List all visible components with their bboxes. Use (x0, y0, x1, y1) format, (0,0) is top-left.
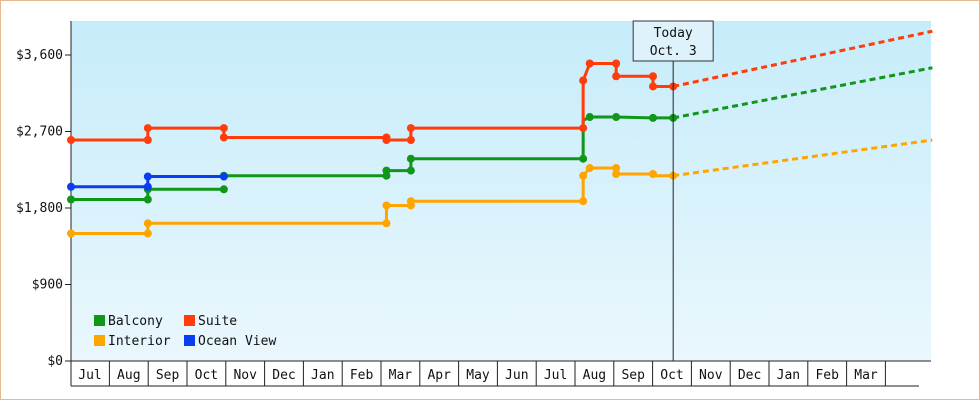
legend-swatch (184, 315, 195, 326)
projection-line (672, 66, 933, 120)
legend-swatch (94, 315, 105, 326)
data-point (143, 229, 152, 238)
series-line (71, 175, 224, 189)
data-point (143, 219, 152, 228)
x-tick-label: Oct (660, 368, 683, 383)
legend-item-suite: Suite (184, 314, 237, 329)
data-point (612, 72, 621, 81)
data-point (649, 170, 657, 178)
legend-label: Suite (198, 314, 237, 329)
data-point (585, 59, 594, 68)
data-point (382, 201, 391, 210)
data-point (579, 197, 588, 206)
data-point (406, 166, 415, 175)
legend-label: Balcony (108, 314, 163, 329)
series-layer (67, 29, 933, 238)
series-balcony (67, 66, 933, 204)
legend-item-balcony: Balcony (94, 314, 163, 329)
series-suite (67, 29, 933, 144)
data-point (649, 72, 657, 81)
y-tick-label: $1,800 (16, 201, 63, 216)
x-tick-label: Mar (389, 368, 413, 383)
data-point (579, 124, 588, 133)
x-tick-label: Nov (699, 368, 723, 383)
x-tick-label: Jul (78, 368, 101, 383)
data-point (649, 82, 657, 91)
data-point (219, 124, 228, 133)
x-tick-label: Dec (272, 368, 295, 383)
legend: Balcony Suite Interior Ocean View (94, 314, 276, 349)
data-point (67, 195, 75, 204)
data-point (612, 113, 621, 122)
data-point (612, 164, 621, 173)
x-tick-label: Jan (311, 368, 334, 383)
data-point (219, 172, 228, 181)
data-point (143, 195, 152, 204)
x-tick-label: Sep (621, 368, 645, 383)
data-point (143, 124, 152, 133)
legend-item-interior: Interior (94, 334, 171, 349)
x-tick-label: Mar (854, 368, 878, 383)
today-box (632, 20, 714, 62)
y-axis: $0 $900 $1,800 $2,700 $3,600 (16, 21, 72, 369)
data-point (579, 76, 588, 85)
y-tick-label: $2,700 (16, 125, 63, 140)
legend-label: Ocean View (198, 334, 276, 349)
data-point (406, 154, 415, 163)
data-point (585, 164, 594, 173)
legend-item-ocean-view: Ocean View (184, 334, 276, 349)
y-tick-label: $0 (47, 354, 63, 369)
projection-line (672, 29, 933, 88)
data-point (143, 172, 152, 181)
x-tick-label: May (466, 368, 490, 383)
data-point (406, 197, 415, 206)
data-point (382, 136, 391, 144)
data-point (579, 154, 588, 163)
data-point (67, 229, 75, 238)
data-point (67, 136, 75, 144)
data-point (612, 170, 621, 178)
today-date: Oct. 3 (650, 44, 697, 59)
x-tick-label: Sep (156, 368, 180, 383)
x-tick-label: Dec (738, 368, 761, 383)
data-point (382, 219, 391, 228)
data-point (143, 136, 152, 144)
legend-swatch (184, 335, 195, 346)
x-tick-label: Oct (195, 368, 218, 383)
data-point (612, 59, 621, 68)
x-axis: Jul Aug Sep Oct Nov Dec Jan Feb Mar Apr May Jun Jul A… (70, 360, 931, 387)
data-point (406, 124, 415, 133)
x-tick-label: Feb (815, 368, 839, 383)
y-tick-label: $3,600 (16, 48, 63, 63)
y-tick-label: $900 (32, 278, 63, 293)
x-tick-label: Nov (233, 368, 257, 383)
projection-line (672, 138, 933, 178)
data-point (67, 182, 75, 191)
x-tick-label: Jan (777, 368, 800, 383)
data-point (585, 113, 594, 122)
legend-swatch (94, 335, 105, 346)
x-tick-label: Apr (427, 368, 451, 383)
x-tick-label: Jun (505, 368, 528, 383)
series-interior (67, 138, 933, 238)
data-point (649, 113, 657, 122)
data-point (219, 133, 228, 142)
series-line (71, 187, 224, 201)
x-tick-label: Jul (544, 368, 567, 383)
x-tick-label: Aug (583, 368, 606, 383)
x-tick-label: Feb (350, 368, 374, 383)
series-ocean-view (67, 172, 228, 191)
today-label: Today (654, 26, 693, 41)
data-point (579, 171, 588, 180)
legend-label: Interior (108, 334, 171, 349)
data-point (143, 182, 152, 191)
data-point (382, 166, 391, 175)
x-tick-label: Aug (117, 368, 140, 383)
plot-area (71, 21, 931, 361)
today-marker: Today Oct. 3 (632, 20, 714, 361)
data-point (406, 136, 415, 144)
data-point (219, 185, 228, 194)
